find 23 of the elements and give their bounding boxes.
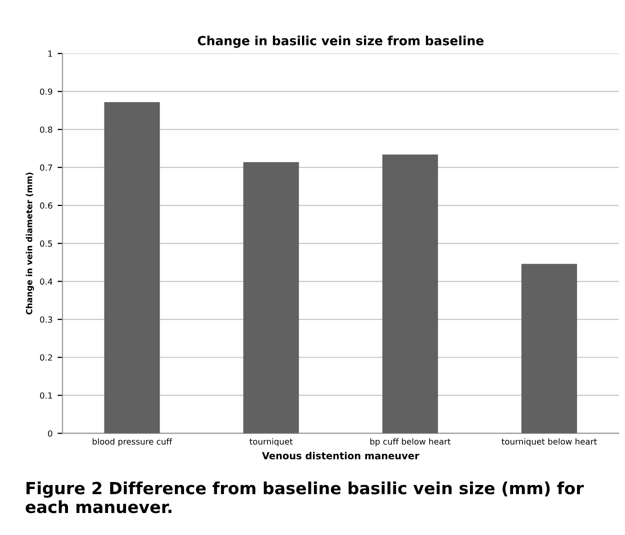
bar — [243, 162, 299, 434]
y-axis-title: Change in vein diameter (mm) — [26, 172, 34, 315]
y-tick-label: 0 — [48, 430, 52, 437]
bar — [104, 102, 160, 434]
y-tick-label: 0.7 — [40, 164, 52, 171]
caption: Figure 2 Difference from baseline basilic vein size (mm) for each manuever. — [26, 482, 584, 514]
y-tick-label: 0.2 — [40, 354, 52, 361]
chart-title: Change in basilic vein size from baseline — [198, 36, 484, 48]
y-tick-label: 1 — [48, 50, 52, 57]
x-tick-label: tourniquet below heart — [502, 438, 597, 446]
y-tick-label: 0.1 — [40, 392, 52, 399]
y-tick-label: 0.9 — [40, 88, 52, 95]
y-tick-label: 0.3 — [40, 316, 52, 323]
x-tick-label: blood pressure cuff — [92, 438, 172, 446]
y-tick-label: 0.5 — [40, 240, 52, 247]
x-tick-label: bp cuff below heart — [370, 438, 451, 446]
bar — [382, 154, 438, 434]
x-axis-title: Venous distention maneuver — [262, 452, 420, 460]
y-tick-label: 0.4 — [40, 278, 52, 285]
x-tick-label: tourniquet — [250, 438, 293, 446]
y-tick-label: 0.8 — [40, 126, 52, 133]
y-tick-label: 0.6 — [40, 202, 52, 209]
bar — [521, 264, 578, 434]
